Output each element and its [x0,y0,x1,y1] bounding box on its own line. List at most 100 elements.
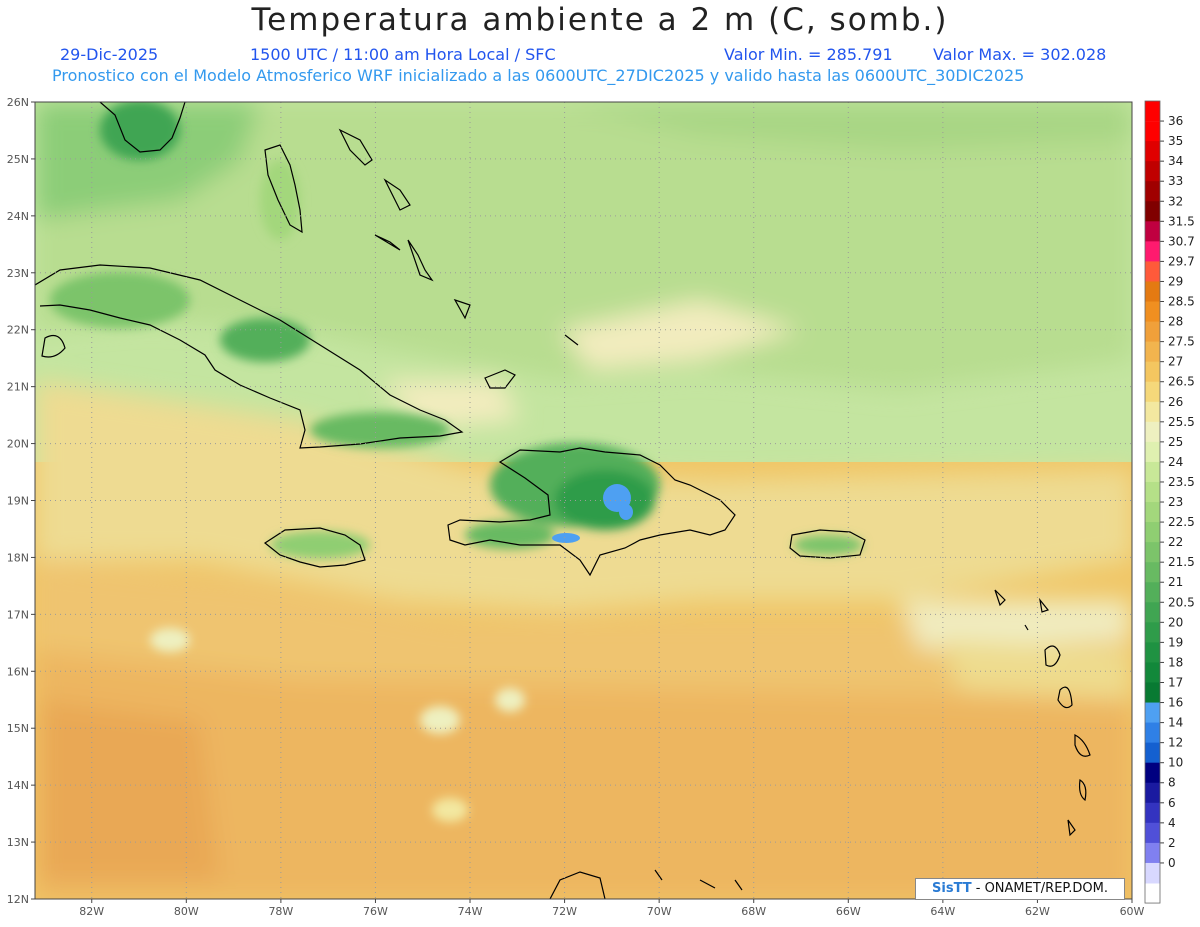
colorbar-label: 25 [1168,435,1183,449]
colorbar-swatch [1145,221,1160,242]
forecast-date: 29-Dic-2025 [60,45,159,64]
longitude-labels: 82W 80W 78W 76W 74W 72W 70W 68W 66W 64W 62W 60W [79,905,1144,918]
colorbar-label: 10 [1168,756,1183,770]
colorbar-swatch [1145,401,1160,423]
lat-lon-grid [31,101,1133,903]
colorbar-label: 18 [1168,655,1183,669]
longitude-tick-label: 66W [836,905,861,918]
colorbar-swatch [1145,281,1160,303]
colorbar-swatch [1145,181,1160,202]
longitude-tick-label: 70W [647,905,672,918]
colorbar-swatch [1145,502,1160,523]
colorbar-label: 22.5 [1168,515,1195,529]
temperature-field [35,102,1132,899]
colorbar-label: 35 [1168,134,1183,148]
colorbar-label: 29 [1168,274,1183,288]
colorbar-label: 28.5 [1168,295,1195,309]
colorbar-swatch [1145,141,1160,162]
colorbar-swatch [1145,522,1160,543]
latitude-tick-label: 14N [7,779,29,792]
latitude-tick-label: 21N [7,381,29,394]
colorbar-label: 28 [1168,315,1183,329]
sistt-logo: SisTT [932,881,972,896]
colorbar-label: 34 [1168,154,1183,168]
colorbar-swatch [1145,301,1160,323]
colorbar-swatch [1145,622,1160,643]
colorbar-swatch [1145,542,1160,563]
latitude-tick-label: 18N [7,551,29,564]
longitude-tick-label: 62W [1025,905,1050,918]
colorbar-swatch [1145,161,1160,182]
colorbar-swatch [1145,862,1160,884]
latitude-tick-label: 15N [7,722,29,735]
colorbar-label: 8 [1168,776,1176,790]
latitude-tick-label: 22N [7,324,29,337]
colorbar-swatch [1145,341,1160,363]
colorbar-label: 26.5 [1168,375,1195,389]
colorbar-swatch [1145,802,1160,824]
colorbar-label: 33 [1168,174,1183,188]
colorbar-swatch [1145,762,1160,784]
colorbar-swatch [1145,722,1160,744]
latitude-tick-label: 24N [7,210,29,223]
colorbar-swatch [1145,461,1160,483]
colorbar-swatch [1145,321,1160,343]
latitude-tick-label: 26N [7,96,29,109]
latitude-tick-label: 16N [7,665,29,678]
colorbar-label: 20.5 [1168,595,1195,609]
model-info: Pronostico con el Modelo Atmosferico WRF… [52,66,1025,85]
colorbar-label: 27 [1168,355,1183,369]
credit-box: SisTT - ONAMET/REP.DOM. [915,878,1125,900]
colorbar-label: 2 [1168,836,1176,850]
forecast-time: 1500 UTC / 11:00 am Hora Local / SFC [250,45,556,64]
colorbar-label: 23 [1168,495,1183,509]
colorbar-swatch [1145,361,1160,383]
credit-text: - ONAMET/REP.DOM. [975,881,1108,896]
colorbar-label: 21.5 [1168,555,1195,569]
colorbar-label: 17 [1168,675,1183,689]
colorbar-label: 16 [1168,696,1183,710]
colorbar-swatch [1145,421,1160,443]
colorbar-label: 19 [1168,635,1183,649]
colorbar-label: 21 [1168,575,1183,589]
max-value: Valor Max. = 302.028 [933,45,1107,64]
colorbar-swatch [1145,602,1160,623]
map-frame [34,101,1133,900]
longitude-tick-label: 64W [930,905,955,918]
longitude-tick-label: 80W [174,905,199,918]
colorbar-swatch [1145,121,1160,142]
colorbar-swatch [1145,822,1160,844]
colorbar-top-swatch [1145,101,1160,122]
longitude-tick-label: 68W [741,905,766,918]
colorbar-swatch [1145,582,1160,603]
latitude-tick-label: 17N [7,608,29,621]
colorbar-label: 4 [1168,816,1176,830]
min-value: Valor Min. = 285.791 [724,45,893,64]
latitude-tick-label: 23N [7,267,29,280]
colorbar-swatch [1145,241,1160,262]
longitude-tick-label: 72W [552,905,577,918]
colorbar-label: 0 [1168,856,1176,870]
colorbar-label: 12 [1168,736,1183,750]
colorbar-swatch [1145,441,1160,463]
colorbar-label: 30.7 [1168,234,1195,248]
longitude-tick-label: 76W [363,905,388,918]
colorbar-label: 31.5 [1168,214,1195,228]
colorbar-label: 22 [1168,535,1183,549]
colorbar-swatch [1145,562,1160,583]
colorbar-frame [1144,100,1161,904]
latitude-tick-label: 20N [7,438,29,451]
colorbar-label: 23.5 [1168,475,1195,489]
latitude-tick-label: 12N [7,893,29,906]
colorbar-label: 27.5 [1168,335,1195,349]
latitude-labels: 26N 25N 24N 23N 22N 21N 20N 19N 18N 17N 16N 15N 14N 1… [7,96,29,906]
colorbar-swatch [1145,702,1160,724]
colorbar-label: 26 [1168,395,1183,409]
colorbar-swatch [1145,782,1160,804]
colorbar-swatch [1145,261,1160,282]
colorbar-label: 6 [1168,796,1176,810]
latitude-tick-label: 25N [7,153,29,166]
latitude-tick-label: 19N [7,495,29,508]
colorbar-swatch [1145,642,1160,663]
